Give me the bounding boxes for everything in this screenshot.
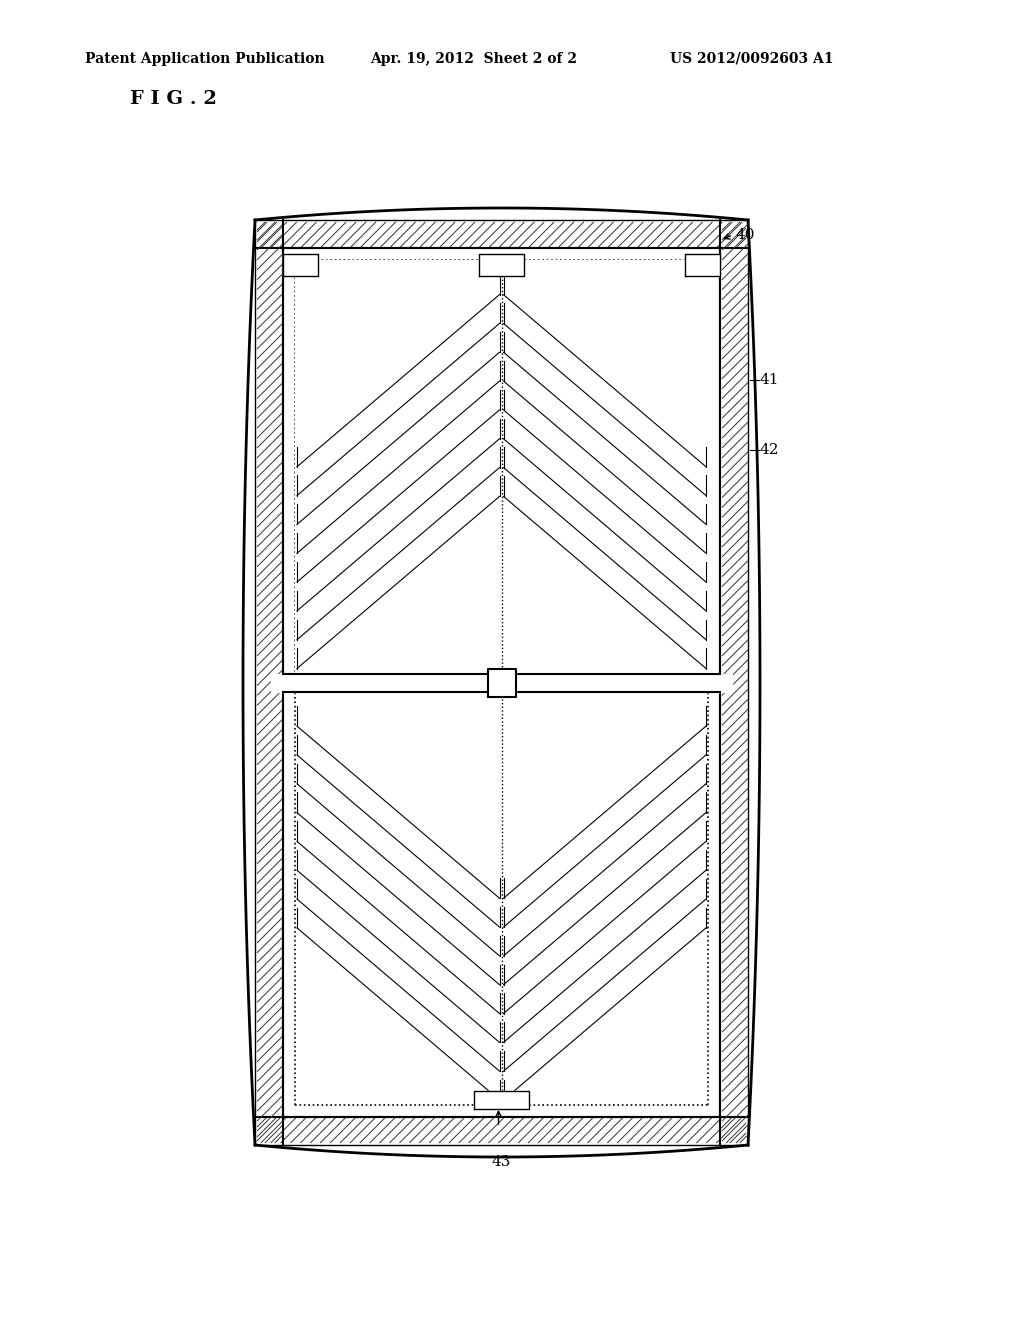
Polygon shape xyxy=(504,879,706,1071)
Polygon shape xyxy=(283,253,318,276)
Polygon shape xyxy=(297,360,500,553)
Polygon shape xyxy=(297,879,500,1071)
Polygon shape xyxy=(504,304,706,495)
Text: 40: 40 xyxy=(735,228,755,242)
Polygon shape xyxy=(297,735,500,927)
Polygon shape xyxy=(474,1092,529,1109)
Polygon shape xyxy=(297,792,500,985)
Polygon shape xyxy=(504,763,706,956)
Polygon shape xyxy=(297,275,500,467)
Polygon shape xyxy=(504,360,706,553)
Polygon shape xyxy=(297,763,500,956)
Text: US 2012/0092603 A1: US 2012/0092603 A1 xyxy=(670,51,834,66)
Text: 42: 42 xyxy=(760,444,779,457)
Polygon shape xyxy=(297,418,500,611)
Text: 41: 41 xyxy=(760,374,779,387)
Polygon shape xyxy=(297,333,500,524)
Text: Patent Application Publication: Patent Application Publication xyxy=(85,51,325,66)
Polygon shape xyxy=(271,673,283,692)
Polygon shape xyxy=(479,253,524,276)
Polygon shape xyxy=(685,253,720,276)
Polygon shape xyxy=(297,706,500,898)
Polygon shape xyxy=(297,389,500,582)
Polygon shape xyxy=(504,850,706,1043)
Text: F I G . 2: F I G . 2 xyxy=(130,90,217,108)
Polygon shape xyxy=(297,908,500,1100)
Polygon shape xyxy=(297,304,500,495)
Polygon shape xyxy=(297,850,500,1043)
Polygon shape xyxy=(504,333,706,524)
Polygon shape xyxy=(504,447,706,640)
Polygon shape xyxy=(297,477,500,668)
Text: 43: 43 xyxy=(492,1155,511,1170)
Polygon shape xyxy=(297,447,500,640)
Polygon shape xyxy=(297,821,500,1014)
Polygon shape xyxy=(504,735,706,927)
Polygon shape xyxy=(504,821,706,1014)
Polygon shape xyxy=(504,477,706,668)
Polygon shape xyxy=(720,673,732,692)
Polygon shape xyxy=(504,418,706,611)
Polygon shape xyxy=(504,275,706,467)
Polygon shape xyxy=(504,389,706,582)
Polygon shape xyxy=(504,706,706,898)
Polygon shape xyxy=(504,792,706,985)
Text: Apr. 19, 2012  Sheet 2 of 2: Apr. 19, 2012 Sheet 2 of 2 xyxy=(370,51,577,66)
Polygon shape xyxy=(504,908,706,1100)
